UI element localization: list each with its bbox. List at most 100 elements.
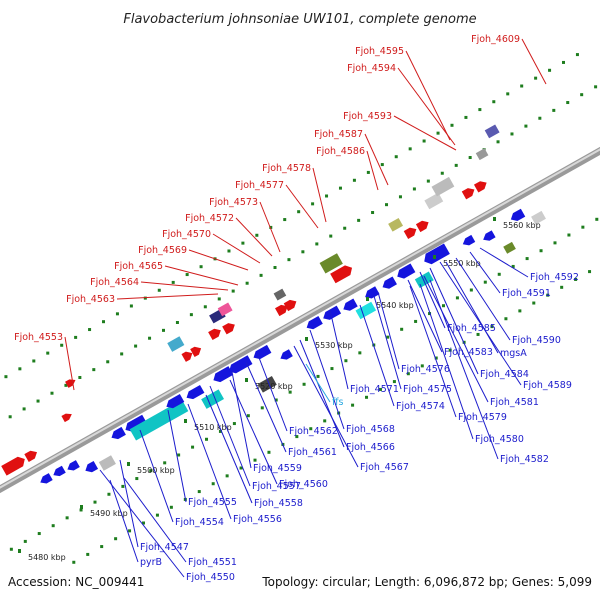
guide-dot [476, 332, 480, 336]
gene-feature [40, 473, 53, 484]
guide-dot [560, 285, 564, 289]
scale-tick-label: 5540 kbp [376, 301, 414, 310]
guide-dot [552, 108, 556, 112]
gene-box [355, 301, 377, 320]
gene-feature [365, 286, 380, 299]
guide-dot [594, 85, 598, 89]
guide-dot [358, 351, 362, 355]
gene-label: Fjoh_4563 [66, 294, 115, 305]
guide-dot [420, 364, 424, 368]
guide-dot [283, 218, 287, 222]
gene-feature [61, 413, 72, 423]
gene-feature [190, 346, 202, 358]
gene-feature [111, 426, 126, 440]
map-title: Flavobacterium johnsoniae UW101, complet… [123, 12, 476, 27]
gene-features [1, 124, 546, 484]
guide-dot [241, 241, 245, 245]
accession-text: Accession: NC_009441 [8, 575, 144, 589]
guide-dot [191, 445, 195, 449]
guide-dot [532, 301, 536, 305]
scale-tick-label: 5550 kbp [443, 259, 481, 268]
leader-line [167, 409, 187, 503]
guide-dot [197, 490, 201, 494]
guide-dot [295, 435, 299, 439]
gene-arrow [415, 220, 429, 233]
gene-label: Fjoh_4558 [254, 498, 303, 509]
guide-dot [135, 477, 139, 481]
gene-arrow [343, 298, 358, 311]
gene-arrow [461, 188, 475, 200]
gene-arrow [323, 305, 342, 320]
guide-dot [8, 415, 12, 419]
leader-line [293, 345, 359, 468]
guide-dot [175, 320, 179, 324]
leader-line [140, 281, 229, 291]
leader-line [419, 271, 446, 329]
guide-dot [86, 552, 90, 556]
guide-dot [574, 277, 578, 281]
gene-label: Fjoh_4609 [471, 34, 520, 45]
guide-dot [185, 273, 189, 277]
gene-arrow [53, 465, 66, 477]
guide-dot [64, 383, 68, 387]
guide-dot [440, 171, 444, 175]
guide-dot [434, 356, 438, 360]
guide-dot [92, 368, 96, 372]
scale-tick-label: 5510 kbp [194, 423, 232, 432]
gene-label: Fjoh_4553 [14, 332, 63, 343]
scale-tick-mark [80, 505, 83, 509]
guide-dot [595, 217, 599, 221]
gene-arrow [403, 227, 417, 239]
gene-box [257, 376, 277, 393]
gene-feature [343, 298, 358, 311]
guide-dot [504, 317, 508, 321]
gene-arrow [181, 351, 193, 362]
scale-tick-mark [18, 549, 21, 553]
gene-label: pyrB [140, 557, 162, 568]
leader-line [423, 275, 489, 403]
guide-dot [478, 108, 482, 112]
guide-dot [448, 348, 452, 352]
gene-label: Fjoh_4592 [530, 272, 579, 283]
scale-tick-mark [305, 337, 308, 341]
leader-line [116, 293, 219, 300]
leader-line [229, 379, 278, 485]
guide-dot [329, 234, 333, 238]
guide-dot [422, 139, 426, 143]
leader-line [209, 385, 251, 487]
gene-label: Fjoh_4561 [288, 447, 337, 458]
guide-dot [575, 53, 579, 57]
guide-dot [79, 508, 83, 512]
guide-dot [46, 351, 50, 355]
scale-tick-mark [366, 297, 369, 301]
guide-dot [239, 466, 243, 470]
guide-dot [232, 422, 236, 426]
gene-label: Fjoh_4591 [502, 288, 551, 299]
guide-dot [378, 387, 382, 391]
guide-dot [426, 179, 430, 183]
leader-line [212, 233, 261, 264]
guide-dot [163, 461, 167, 465]
guide-dot [267, 450, 271, 454]
guide-dot [580, 93, 584, 97]
gene-feature [531, 210, 546, 225]
leader-line [393, 115, 457, 151]
guide-dot [496, 140, 500, 144]
gene-feature [483, 230, 496, 241]
gene-box [484, 124, 500, 139]
gene-label: Fjoh_4594 [347, 63, 396, 74]
leader-line [309, 329, 345, 430]
gene-feature [186, 384, 205, 400]
gene-label: Fjoh_4559 [253, 463, 302, 474]
guide-dot [365, 395, 369, 399]
guide-dot [441, 304, 445, 308]
guide-dot [74, 335, 78, 339]
guide-dot [274, 398, 278, 402]
guide-dot [205, 437, 209, 441]
leader-line [377, 291, 400, 370]
leader-line [364, 133, 389, 186]
guide-dot [23, 539, 27, 543]
guide-dot [380, 163, 384, 167]
guide-dot [9, 547, 13, 551]
gene-feature [208, 328, 221, 341]
